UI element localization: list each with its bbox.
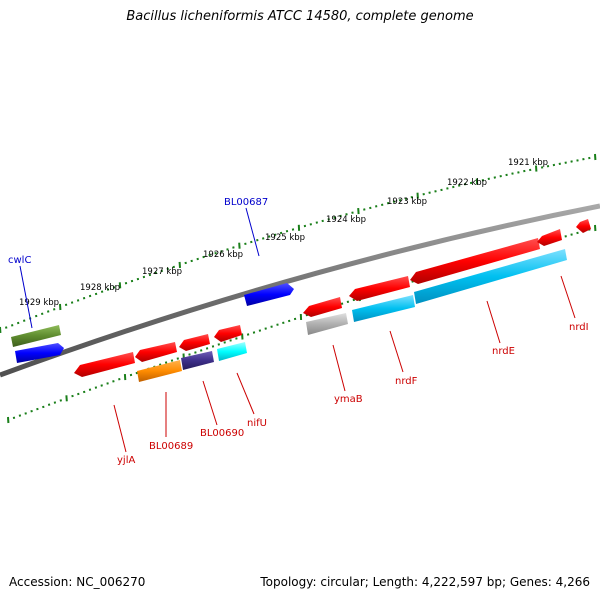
label-nrdI[interactable]: nrdI bbox=[569, 322, 589, 333]
gene-cwlC[interactable] bbox=[11, 325, 61, 347]
gene-cwlC-companion[interactable] bbox=[15, 343, 64, 363]
gene-BL00687[interactable] bbox=[244, 283, 294, 306]
gene-label-leaders bbox=[19, 207, 576, 453]
kbp-label: 1923 kbp bbox=[387, 197, 427, 207]
gene-red-4[interactable] bbox=[214, 325, 242, 342]
kbp-label: 1929 kbp bbox=[19, 298, 59, 308]
gene-red-2[interactable] bbox=[135, 342, 177, 362]
label-nrdF[interactable]: nrdF bbox=[395, 376, 418, 387]
gene-yjlA[interactable] bbox=[74, 352, 135, 377]
leader-yjlA bbox=[113, 404, 127, 453]
gene-red-6[interactable] bbox=[349, 276, 410, 301]
label-ymaB[interactable]: ymaB bbox=[334, 394, 363, 405]
leader-nifU bbox=[236, 372, 255, 415]
label-nifU[interactable]: nifU bbox=[247, 418, 267, 429]
kbp-label: 1922 kbp bbox=[447, 178, 487, 188]
gene-BL00690[interactable] bbox=[181, 351, 214, 370]
gene-nrdI[interactable] bbox=[576, 219, 591, 233]
gene-red-8[interactable] bbox=[537, 229, 562, 246]
label-nrdE[interactable]: nrdE bbox=[492, 346, 515, 357]
outer-scale-track bbox=[0, 153, 597, 334]
genome-title: Bacillus licheniformis ATCC 14580, compl… bbox=[126, 9, 474, 24]
kbp-labels: 1929 kbp 1928 kbp 1927 kbp 1926 kbp 1925… bbox=[19, 158, 548, 308]
kbp-label: 1926 kbp bbox=[203, 250, 243, 260]
gene-BL00689[interactable] bbox=[137, 360, 182, 382]
gene-nrdF[interactable] bbox=[352, 295, 415, 322]
leader-nrdI bbox=[560, 275, 576, 319]
kbp-label: 1924 kbp bbox=[326, 215, 366, 225]
kbp-label: 1921 kbp bbox=[508, 158, 548, 168]
reverse-strand-genes bbox=[74, 219, 591, 382]
leader-BL00687 bbox=[245, 207, 260, 257]
leader-ymaB bbox=[332, 344, 346, 392]
label-BL00687[interactable]: BL00687 bbox=[224, 197, 268, 208]
kbp-label: 1927 kbp bbox=[142, 267, 182, 277]
gene-red-3[interactable] bbox=[179, 334, 210, 351]
label-cwlC[interactable]: cwlC bbox=[8, 255, 31, 266]
gene-labels: cwlC BL00687 yjlA BL00689 BL00690 nifU y… bbox=[8, 197, 589, 466]
leader-nrdF bbox=[389, 330, 404, 373]
gene-red-7[interactable] bbox=[410, 238, 540, 284]
kbp-label: 1928 kbp bbox=[80, 283, 120, 293]
label-BL00690[interactable]: BL00690 bbox=[200, 428, 244, 439]
gene-ymaB[interactable] bbox=[306, 313, 348, 335]
gene-red-5[interactable] bbox=[303, 297, 342, 317]
accession-text: Accession: NC_006270 bbox=[9, 575, 146, 589]
gene-nrdE[interactable] bbox=[414, 249, 567, 304]
gene-nifU[interactable] bbox=[217, 342, 247, 361]
label-BL00689[interactable]: BL00689 bbox=[149, 441, 193, 452]
genome-backbone bbox=[0, 203, 600, 378]
kbp-label: 1925 kbp bbox=[265, 233, 305, 243]
leader-BL00690 bbox=[202, 380, 218, 426]
forward-strand-genes bbox=[11, 283, 294, 363]
leader-nrdE bbox=[486, 300, 501, 344]
leader-cwlC bbox=[19, 265, 33, 329]
genome-summary-text: Topology: circular; Length: 4,222,597 bp… bbox=[260, 575, 590, 589]
label-yjlA[interactable]: yjlA bbox=[117, 455, 135, 466]
